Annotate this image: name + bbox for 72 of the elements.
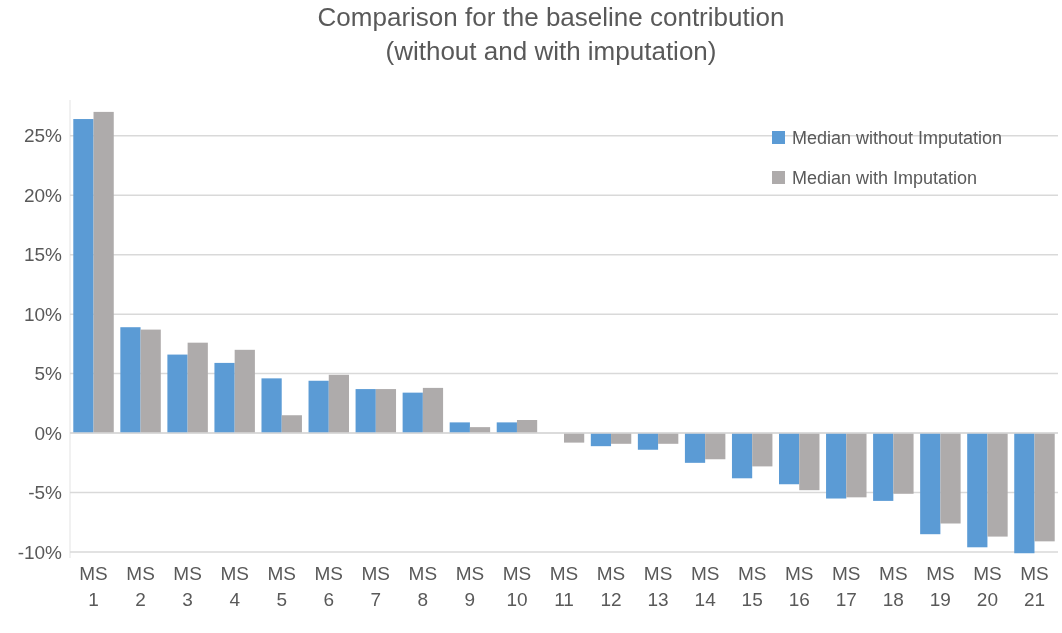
y-tick-label: -10%: [17, 541, 63, 563]
bar: [308, 380, 329, 434]
x-tick-label: MS 4: [220, 563, 249, 610]
y-tick-label: 15%: [23, 244, 63, 266]
x-tick-label: MS 15: [737, 563, 767, 610]
bar: [375, 389, 397, 434]
legend-label: Median without Imputation: [792, 128, 1003, 149]
x-tick-label: MS 1: [79, 563, 108, 610]
bar: [826, 433, 847, 499]
x-tick-label: MS 3: [173, 563, 202, 610]
y-tick-label: -5%: [28, 482, 63, 504]
bar: [752, 433, 773, 467]
bar: [234, 349, 255, 434]
bar: [167, 354, 188, 434]
x-tick-label: MS 8: [408, 563, 438, 610]
bar: [402, 392, 423, 434]
x-tick-label: MS 10: [502, 563, 532, 610]
bar: [967, 433, 988, 548]
bar: [355, 389, 376, 434]
bar: [281, 415, 302, 434]
y-tick-label: 25%: [23, 125, 63, 147]
bar: [328, 374, 349, 434]
bar: [705, 433, 726, 460]
bar: [590, 433, 612, 447]
x-tick-label: MS 2: [126, 563, 155, 610]
bar: [940, 433, 961, 524]
y-tick-label: 10%: [23, 303, 63, 325]
x-tick-label: MS 16: [784, 563, 814, 610]
legend-label: Median with Imputation: [792, 168, 978, 189]
bar: [658, 433, 679, 444]
x-tick-label: MS 20: [973, 563, 1002, 610]
bar: [731, 433, 753, 479]
bar: [637, 433, 659, 450]
bar: [684, 433, 706, 463]
bar: [73, 119, 94, 434]
bar: [987, 433, 1008, 537]
x-tick-label: MS 18: [879, 563, 908, 610]
bar: [799, 433, 820, 491]
x-tick-label: MS 9: [455, 563, 485, 610]
chart-title: Comparison for the baseline contribution (without and with imputation): [317, 2, 785, 66]
bar: [846, 433, 867, 498]
bar: [873, 433, 894, 501]
y-tick-label: 5%: [34, 363, 63, 385]
x-tick-label: MS 12: [596, 563, 626, 610]
bar: [1014, 433, 1035, 554]
bar: [496, 422, 517, 434]
bar: [187, 342, 208, 434]
x-tick-label: MS 19: [926, 563, 955, 610]
x-tick-label: MS 13: [643, 563, 673, 610]
bar: [93, 111, 114, 434]
bar: [120, 327, 141, 434]
bar: [449, 422, 470, 434]
bar: [214, 362, 235, 434]
bar: [140, 329, 161, 434]
x-tick-label: MS 17: [832, 563, 861, 610]
x-tick-label: MS 21: [1020, 563, 1049, 610]
x-tick-label: MS 11: [549, 563, 579, 610]
bar: [920, 433, 941, 535]
bar: [516, 420, 538, 434]
bar: [261, 378, 282, 434]
bar: [611, 433, 632, 444]
bar: [564, 433, 585, 443]
bar: [1034, 433, 1055, 542]
x-tick-label: MS 14: [690, 563, 720, 610]
y-tick-label: 20%: [23, 184, 63, 206]
x-tick-label: MS 6: [314, 563, 344, 610]
bar: [779, 433, 800, 485]
bar: [422, 387, 444, 434]
y-tick-label: 0%: [34, 422, 63, 444]
x-tick-label: MS 7: [361, 563, 391, 610]
bar: [893, 433, 914, 494]
x-tick-label: MS 5: [267, 563, 296, 610]
